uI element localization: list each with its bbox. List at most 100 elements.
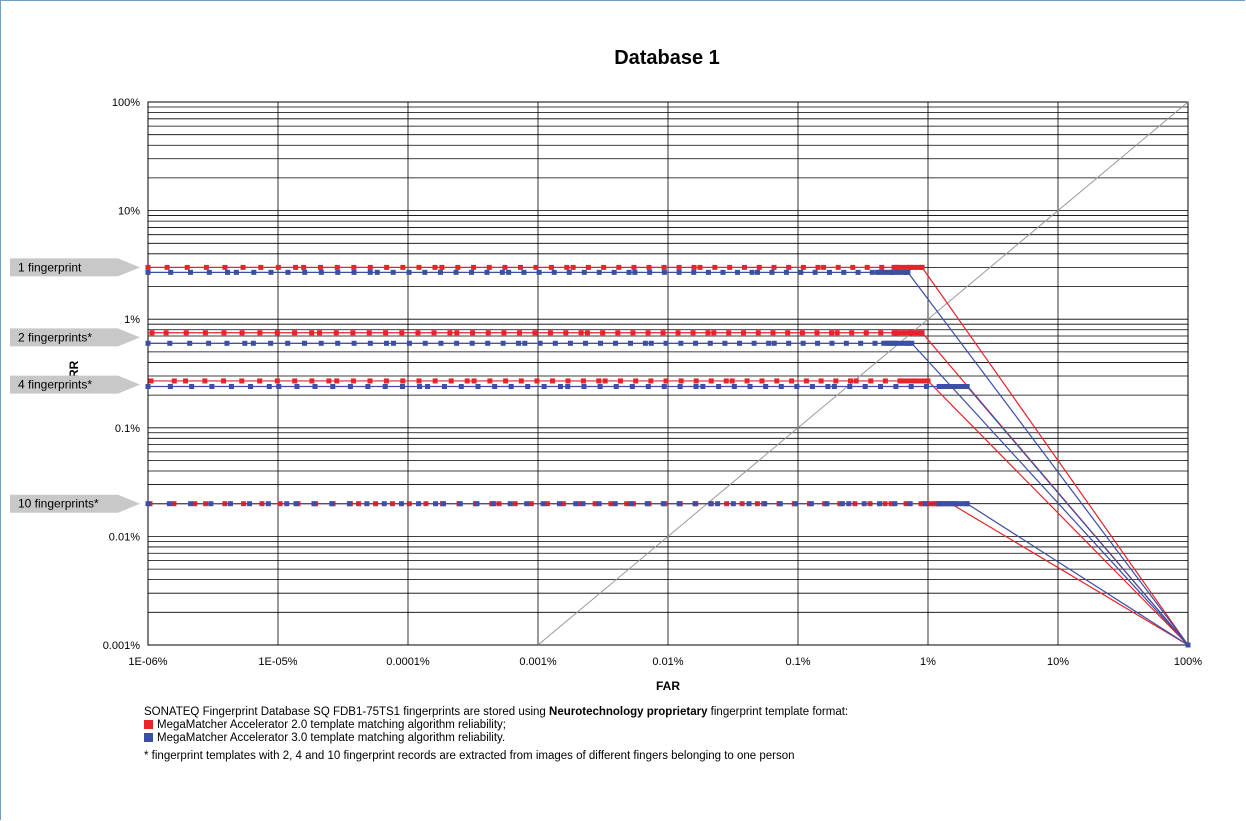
data-point xyxy=(275,264,281,270)
data-point xyxy=(646,264,652,270)
data-point xyxy=(203,264,209,270)
caption-intro-tail: fingerprint template format: xyxy=(707,706,849,718)
data-point xyxy=(573,501,579,507)
data-point xyxy=(516,330,522,336)
data-point xyxy=(474,501,480,507)
data-point xyxy=(905,378,911,384)
data-point xyxy=(284,501,290,507)
data-point xyxy=(617,378,623,384)
data-point xyxy=(432,378,438,384)
data-point xyxy=(532,330,538,336)
data-point xyxy=(302,340,308,346)
data-point xyxy=(441,384,447,390)
diagonal-reference-line xyxy=(537,101,1189,646)
data-point xyxy=(829,340,835,346)
data-point xyxy=(501,330,507,336)
data-point xyxy=(350,378,356,384)
data-point xyxy=(663,378,669,384)
data-point xyxy=(612,501,618,507)
data-point xyxy=(257,330,263,336)
data-point xyxy=(351,340,357,346)
data-point xyxy=(690,330,696,336)
data-point xyxy=(367,378,373,384)
data-point xyxy=(692,501,698,507)
data-point xyxy=(601,264,607,270)
data-point xyxy=(485,330,491,336)
data-point xyxy=(891,264,897,270)
data-point xyxy=(224,340,230,346)
data-point xyxy=(206,340,212,346)
data-point xyxy=(1185,642,1191,648)
data-point xyxy=(915,330,921,336)
data-point xyxy=(726,330,732,336)
data-point xyxy=(184,264,190,270)
data-point xyxy=(645,330,651,336)
data-point xyxy=(705,330,711,336)
data-point xyxy=(705,269,711,275)
data-point xyxy=(675,330,681,336)
data-point xyxy=(826,269,832,275)
group-callout-label: 4 fingerprints* xyxy=(18,378,92,392)
data-point xyxy=(563,330,569,336)
data-point xyxy=(149,330,155,336)
data-point xyxy=(730,501,736,507)
data-point xyxy=(908,384,914,390)
data-point xyxy=(628,501,634,507)
x-tick-label: 0.01% xyxy=(652,656,683,668)
data-point xyxy=(454,330,460,336)
x-tick-label: 1E-05% xyxy=(258,656,297,668)
data-point xyxy=(881,340,887,346)
data-point xyxy=(187,269,193,275)
data-point xyxy=(766,340,772,346)
data-point xyxy=(431,330,437,336)
data-point xyxy=(771,340,777,346)
data-point xyxy=(189,384,195,390)
data-point xyxy=(470,330,476,336)
data-point xyxy=(846,501,852,507)
data-point xyxy=(437,269,443,275)
group-callout xyxy=(10,258,140,277)
data-point xyxy=(616,264,622,270)
data-point xyxy=(862,384,868,390)
data-point xyxy=(266,384,272,390)
data-point xyxy=(171,378,177,384)
data-point xyxy=(922,501,928,507)
data-point xyxy=(824,501,830,507)
data-point xyxy=(763,384,769,390)
data-point xyxy=(676,269,682,275)
data-point xyxy=(311,501,317,507)
data-point xyxy=(633,378,639,384)
data-point xyxy=(533,264,539,270)
data-point xyxy=(522,340,528,346)
data-point xyxy=(596,378,602,384)
x-axis-label: FAR xyxy=(656,679,680,693)
data-point xyxy=(517,264,523,270)
data-point xyxy=(556,501,562,507)
data-point xyxy=(847,384,853,390)
data-point xyxy=(923,384,929,390)
data-point xyxy=(365,384,371,390)
data-point xyxy=(251,269,257,275)
data-point xyxy=(615,330,621,336)
data-point xyxy=(208,501,214,507)
data-point xyxy=(598,340,604,346)
data-point xyxy=(879,264,885,270)
data-point xyxy=(447,330,453,336)
data-point xyxy=(872,340,878,346)
data-point xyxy=(755,269,761,275)
y-tick-label: 10% xyxy=(118,206,140,218)
data-point xyxy=(629,384,635,390)
data-point xyxy=(751,340,757,346)
data-point xyxy=(239,378,245,384)
data-point xyxy=(741,264,747,270)
plot-frame xyxy=(147,101,1189,646)
data-point xyxy=(853,378,859,384)
data-point xyxy=(740,330,746,336)
data-point xyxy=(677,384,683,390)
data-point xyxy=(814,330,820,336)
data-point xyxy=(839,501,845,507)
data-point xyxy=(268,340,274,346)
data-point xyxy=(570,264,576,270)
data-point xyxy=(248,384,254,390)
data-point xyxy=(661,384,667,390)
